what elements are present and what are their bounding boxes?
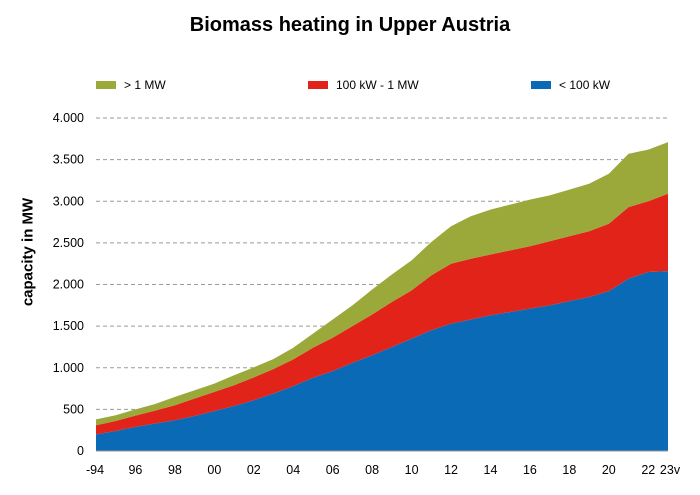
y-tick-label: 1.000 bbox=[53, 361, 84, 375]
x-tick-label: 04 bbox=[286, 463, 300, 477]
x-tick-label: 23v bbox=[660, 463, 681, 477]
area-series-1-mw bbox=[96, 142, 668, 426]
x-tick-label: 18 bbox=[562, 463, 576, 477]
y-axis-ticks: 0 500 1.000 1.500 2.000 2.500 3.000 3.500 4.000 bbox=[53, 111, 84, 458]
legend-label: > 1 MW bbox=[124, 78, 166, 92]
y-tick-label: 2.000 bbox=[53, 278, 84, 292]
legend: > 1 MW 100 kW - 1 MW < 100 kW bbox=[96, 78, 611, 92]
x-tick-label: 06 bbox=[326, 463, 340, 477]
legend-swatch bbox=[96, 81, 116, 89]
x-tick-label: 16 bbox=[523, 463, 537, 477]
chart-title: Biomass heating in Upper Austria bbox=[189, 14, 511, 36]
x-tick-label: 08 bbox=[365, 463, 379, 477]
legend-label: < 100 kW bbox=[559, 78, 611, 92]
y-tick-label: 0 bbox=[77, 444, 84, 458]
y-tick-label: 2.500 bbox=[53, 236, 84, 250]
y-tick-label: 1.500 bbox=[53, 319, 84, 333]
x-tick-label: 02 bbox=[247, 463, 261, 477]
legend-swatch bbox=[308, 81, 328, 89]
x-tick-label: 22 bbox=[641, 463, 655, 477]
y-tick-label: 4.000 bbox=[53, 111, 84, 125]
x-tick-label: 00 bbox=[207, 463, 221, 477]
area-series-100-kw-1-mw bbox=[96, 193, 668, 435]
x-axis-ticks: -94 96 98 00 02 04 06 08 10 12 14 16 18 20 22 23v bbox=[86, 463, 681, 477]
y-tick-label: 3.500 bbox=[53, 153, 84, 167]
x-tick-label: 96 bbox=[128, 463, 142, 477]
x-tick-label: -94 bbox=[86, 463, 104, 477]
y-tick-label: 3.000 bbox=[53, 194, 84, 208]
x-tick-label: 20 bbox=[602, 463, 616, 477]
legend-label: 100 kW - 1 MW bbox=[336, 78, 419, 92]
x-tick-label: 98 bbox=[168, 463, 182, 477]
x-tick-label: 14 bbox=[484, 463, 498, 477]
area-series-100-kw bbox=[96, 271, 668, 451]
legend-swatch bbox=[531, 81, 551, 89]
stacked-areas bbox=[96, 142, 668, 452]
y-tick-label: 500 bbox=[63, 402, 84, 416]
x-tick-label: 12 bbox=[444, 463, 458, 477]
x-tick-label: 10 bbox=[405, 463, 419, 477]
